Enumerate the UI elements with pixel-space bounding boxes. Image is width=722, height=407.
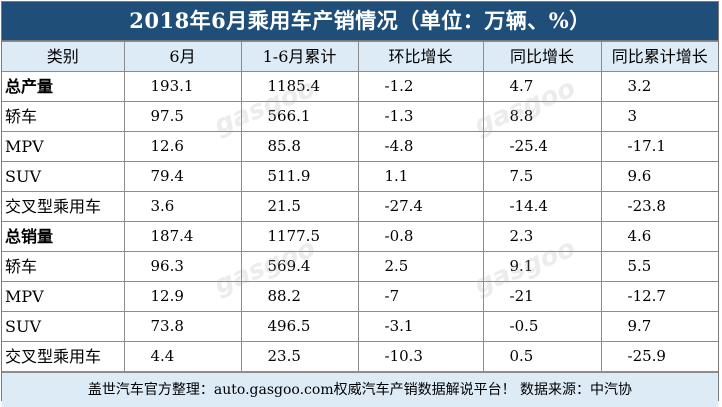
cell-june: 3.6 xyxy=(123,191,242,222)
cell-june: 12.9 xyxy=(123,281,242,312)
cell-cumulative: 88.2 xyxy=(240,281,359,312)
cell-yoy-growth: 7.5 xyxy=(482,161,602,192)
row-category: 总销量 xyxy=(2,221,125,252)
cell-june: 73.8 xyxy=(123,311,242,342)
table-row: 轿车 96.3 569.4 2.5 9.1 5.5 xyxy=(2,251,718,282)
cell-yoy-growth: -21 xyxy=(482,281,602,312)
row-category: MPV xyxy=(2,131,125,162)
table-row: 轿车 97.5 566.1 -1.3 8.8 3 xyxy=(2,101,718,132)
cell-yoy-cumulative-growth: -12.7 xyxy=(600,281,718,312)
table-row: 总销量 187.4 1177.5 -0.8 2.3 4.6 xyxy=(2,221,718,252)
cell-mom-growth: -1.3 xyxy=(357,101,484,132)
cell-june: 96.3 xyxy=(123,251,242,282)
table-row: MPV 12.6 85.8 -4.8 -25.4 -17.1 xyxy=(2,131,718,162)
cell-mom-growth: -3.1 xyxy=(357,311,484,342)
header-row: 类别 6月 1-6月累计 环比增长 同比增长 同比累计增长 xyxy=(2,41,718,72)
cell-yoy-cumulative-growth: 4.6 xyxy=(600,221,718,252)
cell-june: 79.4 xyxy=(123,161,242,192)
table-body: 总产量 193.1 1185.4 -1.2 4.7 3.2 轿车 97.5 566.1 -1.3 8… xyxy=(2,71,718,372)
cell-cumulative: 566.1 xyxy=(240,101,359,132)
cell-yoy-cumulative-growth: -17.1 xyxy=(600,131,718,162)
cell-cumulative: 85.8 xyxy=(240,131,359,162)
cell-yoy-growth: 4.7 xyxy=(482,71,602,102)
row-category: 总产量 xyxy=(2,71,125,102)
cell-june: 193.1 xyxy=(123,71,242,102)
table-row: 总产量 193.1 1185.4 -1.2 4.7 3.2 xyxy=(2,71,718,102)
cell-yoy-growth: -25.4 xyxy=(482,131,602,162)
cell-yoy-cumulative-growth: 5.5 xyxy=(600,251,718,282)
table-footer: 盖世汽车官方整理：auto.gasgoo.com权威汽车产销数据解说平台！ 数据… xyxy=(2,372,718,407)
cell-mom-growth: 2.5 xyxy=(357,251,484,282)
cell-yoy-growth: -0.5 xyxy=(482,311,602,342)
cell-june: 187.4 xyxy=(123,221,242,252)
cell-yoy-growth: 2.3 xyxy=(482,221,602,252)
cell-june: 4.4 xyxy=(123,341,242,372)
cell-mom-growth: -0.8 xyxy=(357,221,484,252)
cell-cumulative: 569.4 xyxy=(240,251,359,282)
cell-cumulative: 1177.5 xyxy=(240,221,359,252)
cell-yoy-cumulative-growth: 9.7 xyxy=(600,311,718,342)
header-cumulative: 1-6月累计 xyxy=(240,41,359,72)
table-row: SUV 79.4 511.9 1.1 7.5 9.6 xyxy=(2,161,718,192)
cell-yoy-cumulative-growth: 9.6 xyxy=(600,161,718,192)
row-category: 轿车 xyxy=(2,101,125,132)
table-row: 交叉型乘用车 4.4 23.5 -10.3 0.5 -25.9 xyxy=(2,341,718,372)
header-category: 类别 xyxy=(2,41,125,72)
row-category: SUV xyxy=(2,161,125,192)
table-row: SUV 73.8 496.5 -3.1 -0.5 9.7 xyxy=(2,311,718,342)
cell-cumulative: 511.9 xyxy=(240,161,359,192)
table-row: MPV 12.9 88.2 -7 -21 -12.7 xyxy=(2,281,718,312)
row-category: SUV xyxy=(2,311,125,342)
cell-mom-growth: -4.8 xyxy=(357,131,484,162)
cell-yoy-growth: -14.4 xyxy=(482,191,602,222)
row-category: 轿车 xyxy=(2,251,125,282)
cell-yoy-cumulative-growth: -25.9 xyxy=(600,341,718,372)
cell-mom-growth: 1.1 xyxy=(357,161,484,192)
header-mom-growth: 环比增长 xyxy=(357,41,484,72)
row-category: 交叉型乘用车 xyxy=(2,341,125,372)
cell-yoy-growth: 0.5 xyxy=(482,341,602,372)
cell-yoy-cumulative-growth: -23.8 xyxy=(600,191,718,222)
cell-yoy-growth: 8.8 xyxy=(482,101,602,132)
table-title: 2018年6月乘用车产销情况（单位：万辆、%） xyxy=(2,2,718,41)
cell-mom-growth: -7 xyxy=(357,281,484,312)
cell-yoy-cumulative-growth: 3.2 xyxy=(600,71,718,102)
cell-june: 97.5 xyxy=(123,101,242,132)
cell-cumulative: 1185.4 xyxy=(240,71,359,102)
header-yoy-cumulative-growth: 同比累计增长 xyxy=(600,41,718,72)
cell-yoy-growth: 9.1 xyxy=(482,251,602,282)
row-category: MPV xyxy=(2,281,125,312)
cell-june: 12.6 xyxy=(123,131,242,162)
cell-mom-growth: -27.4 xyxy=(357,191,484,222)
data-table: 类别 6月 1-6月累计 环比增长 同比增长 同比累计增长 总产量 193.1 11… xyxy=(2,41,718,372)
table-row: 交叉型乘用车 3.6 21.5 -27.4 -14.4 -23.8 xyxy=(2,191,718,222)
header-yoy-growth: 同比增长 xyxy=(482,41,602,72)
cell-cumulative: 496.5 xyxy=(240,311,359,342)
cell-mom-growth: -1.2 xyxy=(357,71,484,102)
cell-yoy-cumulative-growth: 3 xyxy=(600,101,718,132)
cell-cumulative: 23.5 xyxy=(240,341,359,372)
row-category: 交叉型乘用车 xyxy=(2,191,125,222)
header-june: 6月 xyxy=(123,41,242,72)
cell-mom-growth: -10.3 xyxy=(357,341,484,372)
cell-cumulative: 21.5 xyxy=(240,191,359,222)
